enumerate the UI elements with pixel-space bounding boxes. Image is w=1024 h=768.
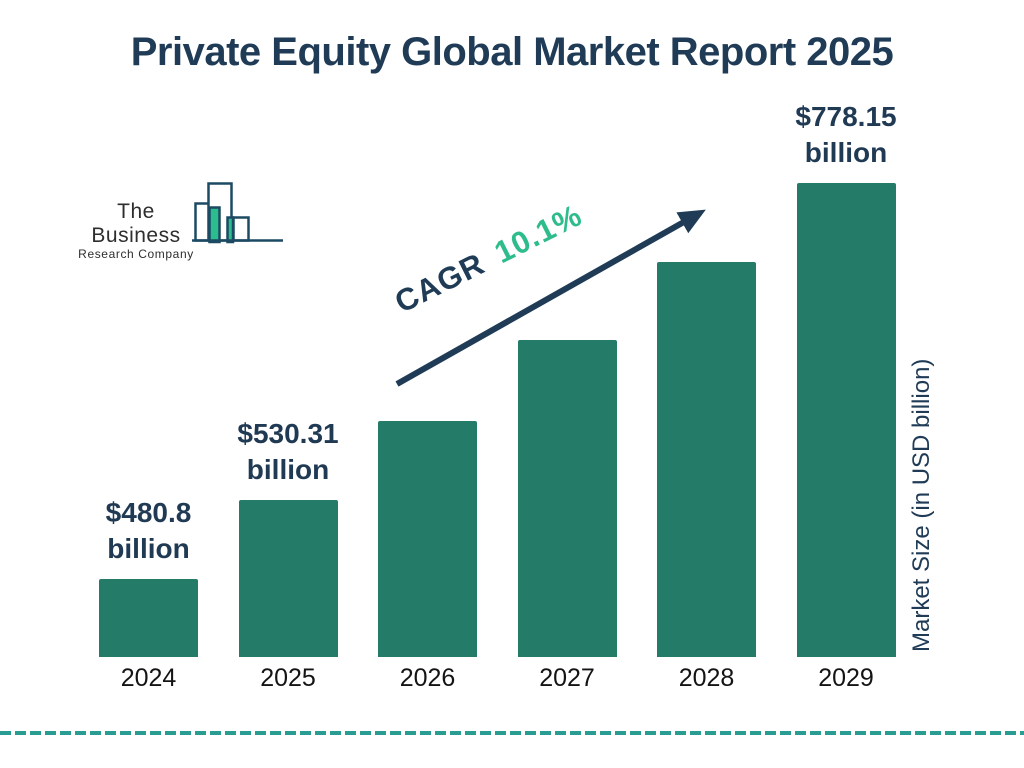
cagr-annotation: CAGR10.1% <box>389 197 590 326</box>
value-label-2029: $778.15 billion <box>795 100 897 168</box>
x-tick-2029: 2029 <box>818 664 874 692</box>
bar-2028 <box>657 262 756 657</box>
bar-2024 <box>99 579 198 657</box>
cagr-label: CAGR <box>389 245 491 320</box>
brand-subname: Research Company <box>78 247 194 261</box>
x-tick-2027: 2027 <box>539 664 595 692</box>
page-title: Private Equity Global Market Report 2025 <box>130 30 894 74</box>
y-axis-label: Market Size (in USD billion) <box>908 358 935 652</box>
bottom-dashed-divider <box>0 731 1024 735</box>
bar-2029 <box>796 182 896 657</box>
bar-2025 <box>238 499 338 657</box>
bar-2027 <box>517 340 617 657</box>
x-tick-2028: 2028 <box>678 664 735 692</box>
brand-bar-chart-icon <box>192 182 283 244</box>
x-tick-2024: 2024 <box>120 664 177 692</box>
value-label-2024: $480.8 billion <box>105 497 192 564</box>
x-tick-2025: 2025 <box>260 664 316 692</box>
brand-logo-text: The Business Research Company <box>72 200 200 261</box>
bar-2026 <box>378 420 477 657</box>
cagr-value: 10.1% <box>488 197 588 271</box>
brand-name: The Business <box>91 200 181 247</box>
value-label-2025: $530.31 billion <box>237 417 339 485</box>
x-tick-2026: 2026 <box>399 664 456 692</box>
